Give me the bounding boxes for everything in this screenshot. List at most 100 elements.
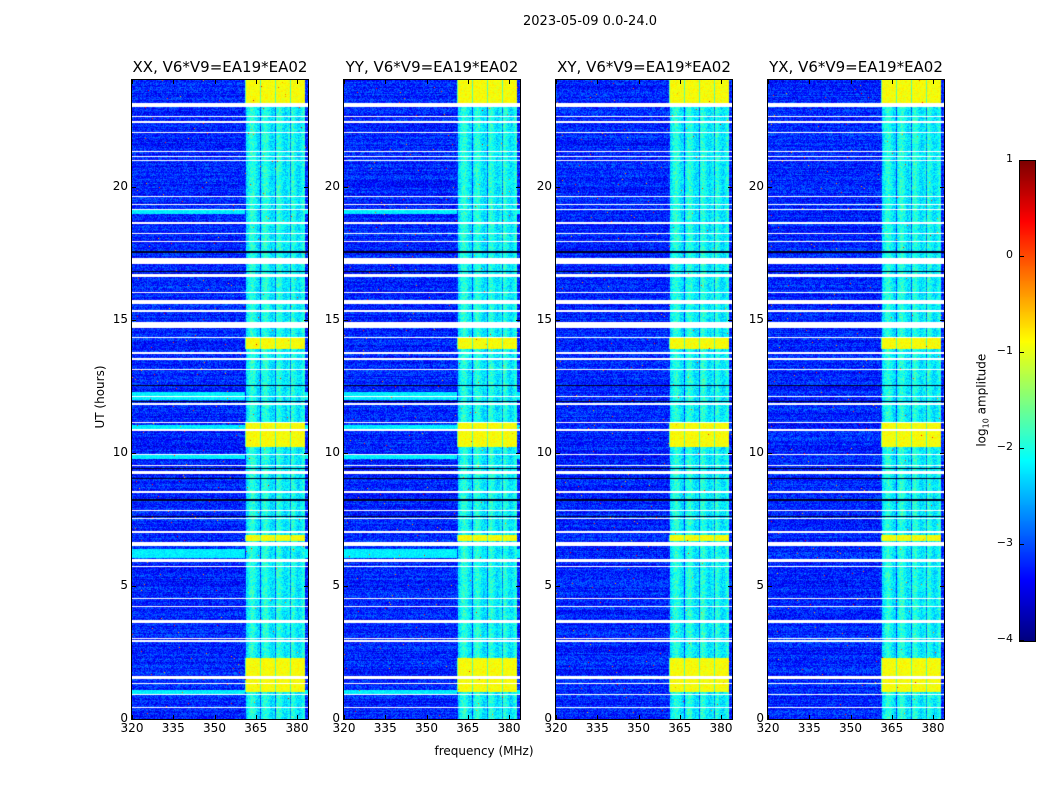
x-tick <box>426 715 428 719</box>
panel-title: XY, V6*V9=EA19*EA02 <box>557 58 731 76</box>
x-tick <box>556 80 557 84</box>
x-tick-label: 380 <box>285 721 309 735</box>
panel-title: YY, V6*V9=EA19*EA02 <box>345 58 519 76</box>
y-tick-label: 20 <box>748 178 764 193</box>
y-tick-label: 0 <box>120 711 128 725</box>
y-tick-label: 5 <box>544 577 552 592</box>
x-tick <box>721 715 722 719</box>
y-tick-label: 5 <box>756 577 764 592</box>
x-axis-label: frequency (MHz) <box>434 744 534 758</box>
x-tick-label: 350 <box>627 721 650 735</box>
x-tick <box>297 715 298 719</box>
y-tick-label: 15 <box>748 311 764 326</box>
y-tick <box>304 719 308 720</box>
y-tick <box>516 186 520 188</box>
x-tick-label: 320 <box>544 721 568 735</box>
y-axis-label: UT (hours) <box>93 365 107 429</box>
x-tick-label: 365 <box>668 721 692 735</box>
x-tick <box>809 715 811 719</box>
x-tick <box>850 80 852 84</box>
y-tick <box>556 452 560 454</box>
y-tick <box>344 719 348 720</box>
x-tick <box>467 715 469 719</box>
y-tick-label: 15 <box>324 311 340 326</box>
y-tick <box>768 719 772 720</box>
x-tick <box>385 715 387 719</box>
x-tick <box>638 715 640 719</box>
x-tick <box>933 715 934 719</box>
y-tick <box>132 186 136 188</box>
x-tick <box>173 80 175 84</box>
x-tick <box>891 715 893 719</box>
x-tick <box>679 80 681 84</box>
x-tick-label: 350 <box>203 721 226 735</box>
x-tick <box>385 80 387 84</box>
x-tick <box>597 80 599 84</box>
x-tick <box>132 80 133 84</box>
x-tick-label: 335 <box>373 721 397 735</box>
x-tick <box>467 80 469 84</box>
colorbar-tick-label: 0 <box>1006 248 1013 261</box>
y-tick <box>728 186 732 188</box>
x-tick-label: 335 <box>797 721 821 735</box>
y-tick <box>304 319 308 321</box>
y-tick <box>940 719 944 720</box>
y-tick <box>940 452 944 454</box>
y-tick-label: 15 <box>112 311 128 326</box>
x-tick <box>768 80 769 84</box>
colorbar-tick <box>1020 448 1024 449</box>
x-tick <box>891 80 893 84</box>
x-tick <box>721 80 722 84</box>
panel-title: XX, V6*V9=EA19*EA02 <box>132 58 308 76</box>
colorbar-tick-label: −2 <box>996 440 1013 453</box>
colorbar-tick <box>1020 544 1024 545</box>
y-tick <box>556 719 560 720</box>
y-tick <box>304 452 308 454</box>
y-tick <box>516 585 520 587</box>
y-tick <box>516 452 520 454</box>
x-tick-label: 335 <box>585 721 609 735</box>
colorbar-tick-label: −1 <box>996 344 1013 357</box>
y-tick <box>768 585 772 587</box>
y-tick <box>344 319 348 321</box>
y-tick-label: 0 <box>544 711 552 725</box>
x-tick-label: 320 <box>756 721 780 735</box>
x-tick <box>344 715 345 719</box>
x-tick <box>768 715 769 719</box>
y-tick-label: 0 <box>332 711 340 725</box>
y-tick-label: 20 <box>536 178 552 193</box>
x-tick <box>809 80 811 84</box>
x-tick <box>509 715 510 719</box>
y-tick <box>132 585 136 587</box>
x-tick-label: 380 <box>497 721 521 735</box>
heatmap-image <box>132 80 308 719</box>
x-tick-label: 320 <box>120 721 144 735</box>
x-tick-label: 365 <box>244 721 268 735</box>
figure-title: 2023-05-09 0.0-24.0 <box>523 14 657 29</box>
colorbar-label: log10 amplitude <box>974 353 991 447</box>
y-tick-label: 10 <box>748 444 764 459</box>
y-tick <box>940 319 944 321</box>
x-tick <box>933 80 934 84</box>
y-tick-label: 0 <box>756 711 764 725</box>
x-tick-label: 350 <box>415 721 438 735</box>
heatmap-image <box>556 80 732 719</box>
x-tick <box>255 80 257 84</box>
x-tick <box>556 715 557 719</box>
y-tick-label: 10 <box>112 444 128 459</box>
y-tick <box>516 719 520 720</box>
x-tick <box>850 715 852 719</box>
y-tick <box>304 186 308 188</box>
y-tick <box>132 319 136 321</box>
y-tick <box>132 719 136 720</box>
y-tick <box>344 186 348 188</box>
x-tick <box>426 80 428 84</box>
y-tick-label: 15 <box>536 311 552 326</box>
y-tick-label: 10 <box>324 444 340 459</box>
y-tick <box>768 452 772 454</box>
colorbar-tick <box>1020 160 1024 161</box>
y-tick <box>728 452 732 454</box>
x-tick-label: 320 <box>332 721 356 735</box>
x-tick <box>344 80 345 84</box>
